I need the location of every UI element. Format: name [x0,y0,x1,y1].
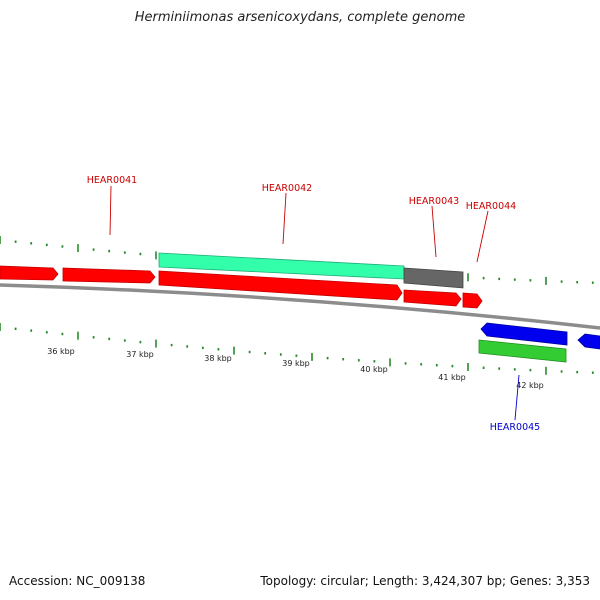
kbp-label-36: 36 kbp [47,347,75,356]
reverse-cds-feature[interactable] [480,322,568,346]
gene-label-hear0045[interactable]: HEAR0045 [490,422,540,433]
cds-feature-hear0044[interactable] [462,292,483,309]
gene-label-hear0041[interactable]: HEAR0041 [87,175,137,186]
cds-feature[interactable] [158,270,403,301]
kbp-label-41: 41 kbp [438,373,466,382]
gene-label-hear0042[interactable]: HEAR0042 [262,183,312,194]
gene-feature-hear0045[interactable] [478,339,567,363]
forward-features[interactable] [0,252,483,309]
trna-feature-hear0043[interactable] [403,267,464,289]
lower-tick-arc [0,323,594,375]
genome-backbone [0,283,600,330]
kbp-label-38: 38 kbp [204,354,232,363]
accession-text: Accession: NC_009138 [9,574,146,588]
kbp-label-40: 40 kbp [360,365,388,374]
gene-label-hear0043[interactable]: HEAR0043 [409,196,459,207]
cds-feature[interactable] [62,267,156,284]
reverse-features[interactable] [478,322,600,363]
map-title: Herminiimonas arsenicoxydans, complete g… [134,10,466,25]
gene-label-hear0044[interactable]: HEAR0044 [466,201,516,212]
label-leaders [109,185,520,421]
kbp-label-39: 39 kbp [282,359,310,368]
genome-summary-text: Topology: circular; Length: 3,424,307 bp… [260,574,590,588]
kbp-label-37: 37 kbp [126,350,154,359]
kbp-label-42: 42 kbp [516,381,544,390]
cds-feature[interactable] [0,265,59,281]
reverse-cds-feature[interactable] [577,333,600,350]
cds-feature-hear0043[interactable] [403,289,462,307]
